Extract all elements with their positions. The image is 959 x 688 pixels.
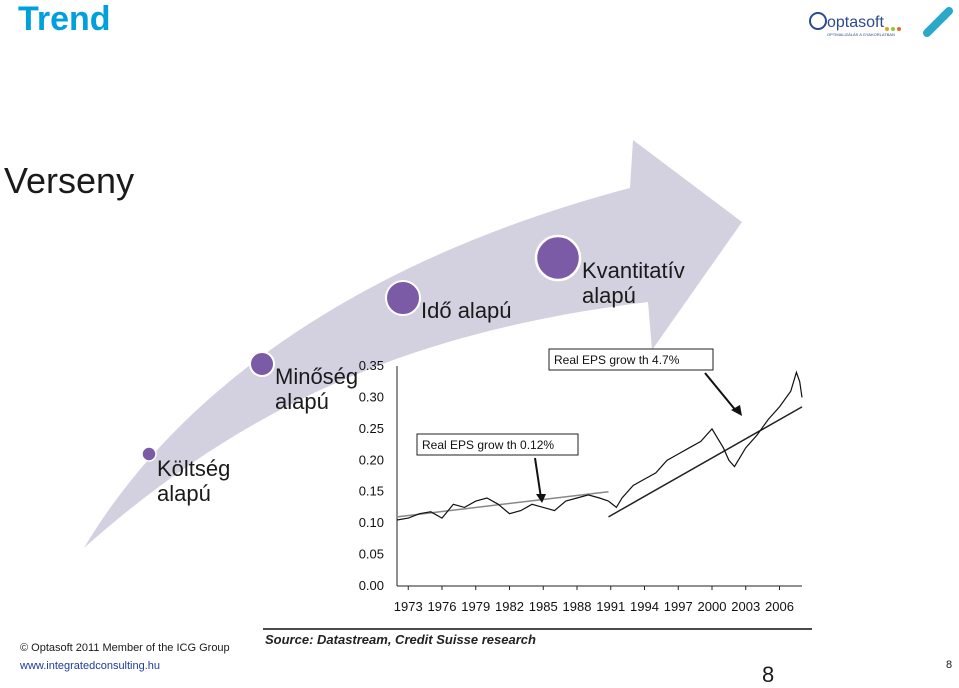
optasoft-logo: optasoft OPTIMALIZÁLÁS A GYAKORLATBAN bbox=[805, 3, 955, 43]
stage-time-line1: Idő alapú bbox=[421, 298, 512, 323]
x-tick-label: 1994 bbox=[630, 599, 659, 614]
annotation-arrow-high bbox=[704, 372, 738, 413]
stage-cost-line1: Költség bbox=[157, 456, 231, 481]
x-tick-label: 1988 bbox=[563, 599, 592, 614]
stage-cost-line2: alapú bbox=[157, 481, 211, 506]
stage-quality-line1: Minőség bbox=[275, 364, 359, 389]
stage-time: Idő alapú bbox=[421, 298, 512, 323]
competition-heading: Verseny bbox=[4, 160, 135, 201]
annotation-arrow-low bbox=[534, 457, 542, 499]
y-tick-label: 0.25 bbox=[359, 421, 384, 436]
eps-series-line bbox=[396, 494, 609, 521]
page-number-large: 8 bbox=[762, 662, 775, 687]
annotation-low: Real EPS grow th 0.12% bbox=[422, 438, 554, 452]
x-tick-label: 1979 bbox=[461, 599, 490, 614]
page-number: 8 bbox=[946, 659, 953, 671]
annotation-box-high bbox=[548, 348, 714, 371]
y-tick-label: 0.10 bbox=[359, 515, 384, 530]
y-tick-label: 0.20 bbox=[359, 452, 384, 467]
annotation-box-low bbox=[416, 433, 579, 456]
annotation-arrowhead-high bbox=[731, 405, 742, 416]
footer-url-link[interactable]: www.integratedconsulting.hu bbox=[20, 660, 161, 672]
x-tick-label: 2000 bbox=[698, 599, 727, 614]
stage-quality: Minőség alapú bbox=[275, 364, 358, 414]
stage-circle-time bbox=[385, 280, 421, 316]
stage-quantitative-line2: alapú bbox=[582, 283, 636, 308]
trend-line bbox=[396, 490, 609, 518]
x-tick-label: 1976 bbox=[428, 599, 457, 614]
slide-title: Trend bbox=[18, 0, 111, 38]
stage-circle-quantitative bbox=[534, 234, 582, 282]
y-tick-label: 0.35 bbox=[359, 358, 384, 373]
x-tick-label: 1997 bbox=[664, 599, 693, 614]
stage-quality-line2: alapú bbox=[275, 389, 329, 414]
annotation-arrowhead-low bbox=[536, 494, 546, 503]
stage-quantitative-line1: Kvantitatív bbox=[582, 258, 685, 283]
y-tick-label: 0.15 bbox=[359, 484, 384, 499]
stage-quantitative: Kvantitatív alapú bbox=[582, 258, 685, 308]
pen-icon bbox=[923, 7, 953, 37]
eps-chart: 0.35 0.30 0.25 0.20 0.15 0.10 0.05 0.00 1973 197… bbox=[263, 348, 812, 630]
stage-circle-cost bbox=[141, 446, 157, 462]
chart-source: Source: Datastream, Credit Suisse resear… bbox=[265, 632, 536, 647]
y-tick-label: 0.05 bbox=[359, 547, 384, 562]
trend-arrow bbox=[84, 140, 742, 548]
y-tick-label: 0.30 bbox=[359, 389, 384, 404]
footer-copyright: © Optasoft 2011 Member of the ICG Group bbox=[20, 642, 230, 654]
x-tick-label: 1973 bbox=[394, 599, 423, 614]
trend-line bbox=[608, 406, 803, 518]
x-tick-label: 1982 bbox=[495, 599, 524, 614]
stage-circle-quality bbox=[249, 351, 275, 377]
x-tick-label: 2003 bbox=[731, 599, 760, 614]
x-tick-label: 2006 bbox=[765, 599, 794, 614]
x-tick-label: 1985 bbox=[529, 599, 558, 614]
logo-wordmark: optasoft bbox=[827, 14, 884, 31]
annotation-high: Real EPS grow th 4.7% bbox=[554, 353, 680, 367]
x-tick-label: 1991 bbox=[596, 599, 625, 614]
y-tick-label: 0.00 bbox=[359, 578, 384, 593]
logo-tagline: OPTIMALIZÁLÁS A GYAKORLATBAN bbox=[827, 32, 895, 37]
eps-series-line bbox=[608, 370, 803, 509]
stage-cost: Költség alapú bbox=[157, 456, 230, 506]
